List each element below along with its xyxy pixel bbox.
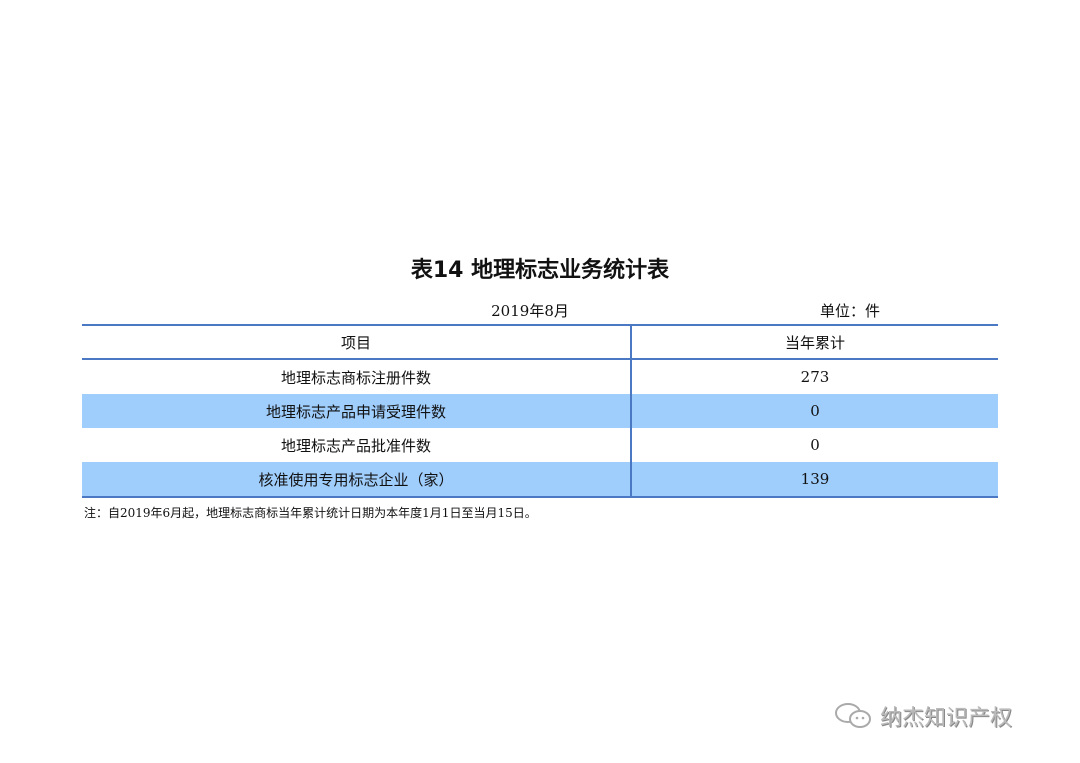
table-row: 地理标志产品批准件数 0 bbox=[82, 428, 998, 462]
watermark-text: 纳杰知识产权 bbox=[880, 706, 1013, 731]
row-item: 地理标志产品申请受理件数 bbox=[82, 394, 632, 428]
row-value: 273 bbox=[800, 368, 830, 386]
wechat-icon bbox=[835, 703, 871, 728]
footnote: 注：自2019年6月起，地理标志商标当年累计统计日期为本年度1月1日至当月15日… bbox=[84, 506, 537, 520]
table-title: 表14 地理标志业务统计表 bbox=[410, 258, 670, 283]
unit-label: 单位：件 bbox=[820, 302, 881, 320]
row-value: 139 bbox=[631, 462, 998, 498]
row-item: 地理标志产品批准件数 bbox=[82, 428, 632, 462]
watermark: 纳杰知识产权 bbox=[834, 700, 1012, 732]
row-item: 地理标志商标注册件数 bbox=[82, 359, 632, 394]
statistics-table: 项目 当年累计 地理标志商标注册件数 273 地理标志产品申请受理件数 0 地理… bbox=[82, 324, 998, 498]
report-date: 2019年8月 bbox=[491, 302, 569, 320]
row-value: 0 bbox=[810, 436, 820, 454]
row-item: 核准使用专用标志企业（家） bbox=[82, 462, 632, 498]
table-header-row: 项目 当年累计 bbox=[82, 324, 998, 360]
header-value: 当年累计 bbox=[631, 324, 998, 360]
row-value: 0 bbox=[631, 394, 998, 428]
table-row: 地理标志产品申请受理件数 0 bbox=[82, 394, 998, 428]
table-row: 地理标志商标注册件数 273 bbox=[82, 359, 998, 394]
table-row: 核准使用专用标志企业（家） 139 bbox=[82, 462, 998, 498]
header-item: 项目 bbox=[82, 324, 632, 360]
